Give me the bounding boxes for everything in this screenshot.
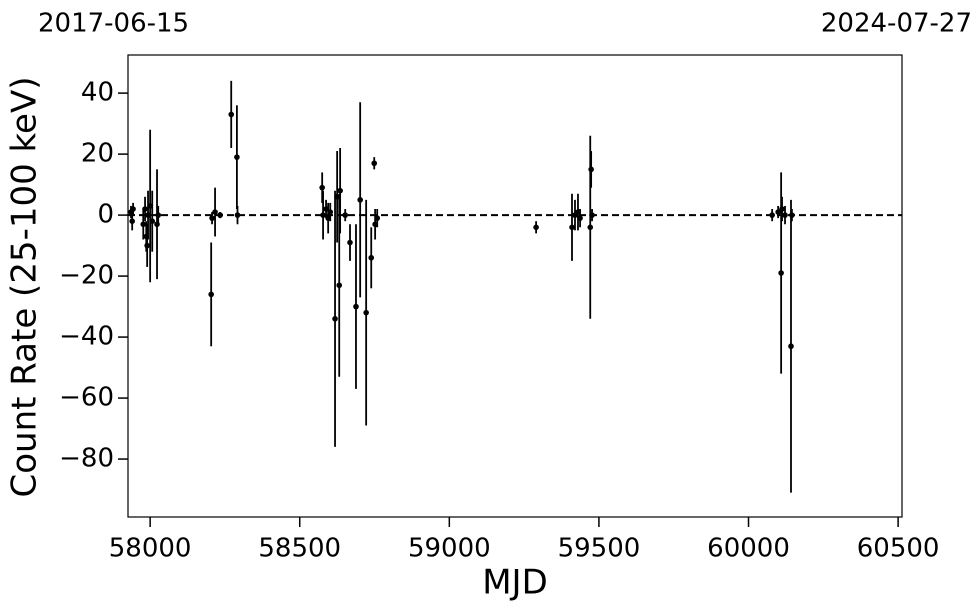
data-point — [782, 212, 788, 218]
y-axis-label: Count Rate (25-100 keV) — [5, 77, 45, 498]
data-point — [353, 303, 359, 310]
data-point — [779, 206, 785, 212]
start-date: 2017-06-15 — [38, 9, 189, 39]
x-tick-label: 58500 — [258, 534, 341, 564]
data-point — [334, 194, 340, 200]
data-point — [154, 221, 160, 228]
data-point — [769, 212, 775, 218]
data-point — [778, 270, 784, 276]
data-point — [337, 187, 343, 194]
data-point — [372, 221, 378, 228]
x-tick-label: 60500 — [857, 534, 940, 564]
data-point — [130, 206, 136, 212]
data-point — [569, 224, 575, 231]
y-tick-label: 40 — [81, 78, 114, 108]
data-point — [143, 233, 150, 240]
data-point — [332, 315, 338, 322]
data-point — [140, 221, 147, 228]
y-tick-label: 20 — [81, 139, 114, 169]
data-point — [228, 111, 235, 118]
data-point — [145, 212, 151, 218]
plot-frame — [127, 54, 903, 518]
data-point — [588, 166, 594, 173]
y-tick-label: −40 — [59, 322, 114, 352]
y-tick-label: −20 — [59, 261, 114, 291]
data-point — [234, 154, 240, 160]
data-point — [368, 254, 375, 261]
end-date: 2024-07-27 — [821, 9, 972, 39]
data-point — [325, 215, 331, 221]
data-point — [336, 282, 343, 289]
data-point — [149, 218, 156, 224]
data-point — [587, 224, 594, 231]
data-point — [577, 215, 583, 221]
x-axis-label: MJD — [482, 563, 548, 603]
data-point — [363, 309, 369, 316]
data-point — [342, 212, 349, 218]
data-point — [374, 215, 381, 221]
data-point — [323, 206, 329, 212]
data-point — [589, 212, 595, 218]
data-point — [347, 239, 353, 246]
data-point — [775, 209, 781, 215]
y-tick-label: −60 — [59, 383, 114, 413]
data-point — [212, 209, 218, 215]
data-point — [320, 212, 326, 218]
data-point — [208, 291, 214, 298]
data-point — [129, 218, 135, 224]
y-tick-label: 0 — [97, 200, 114, 230]
x-tick-label: 59000 — [408, 534, 491, 564]
data-point — [788, 343, 794, 350]
data-point — [371, 160, 378, 167]
x-tick-label: 60000 — [707, 534, 790, 564]
data-point — [327, 209, 334, 215]
data-point — [319, 184, 325, 191]
data-point — [209, 215, 215, 221]
data-point — [533, 224, 539, 231]
data-point — [357, 197, 363, 203]
data-point — [217, 212, 223, 218]
data-point — [155, 212, 162, 218]
x-tick-label: 58000 — [109, 534, 192, 564]
y-tick-label: −80 — [59, 444, 114, 474]
x-tick-label: 59500 — [558, 534, 641, 564]
data-point — [142, 206, 148, 212]
data-point — [789, 212, 795, 218]
data-point — [144, 242, 150, 249]
data-point — [234, 212, 241, 218]
data-point — [147, 203, 153, 209]
data-point — [575, 209, 581, 215]
